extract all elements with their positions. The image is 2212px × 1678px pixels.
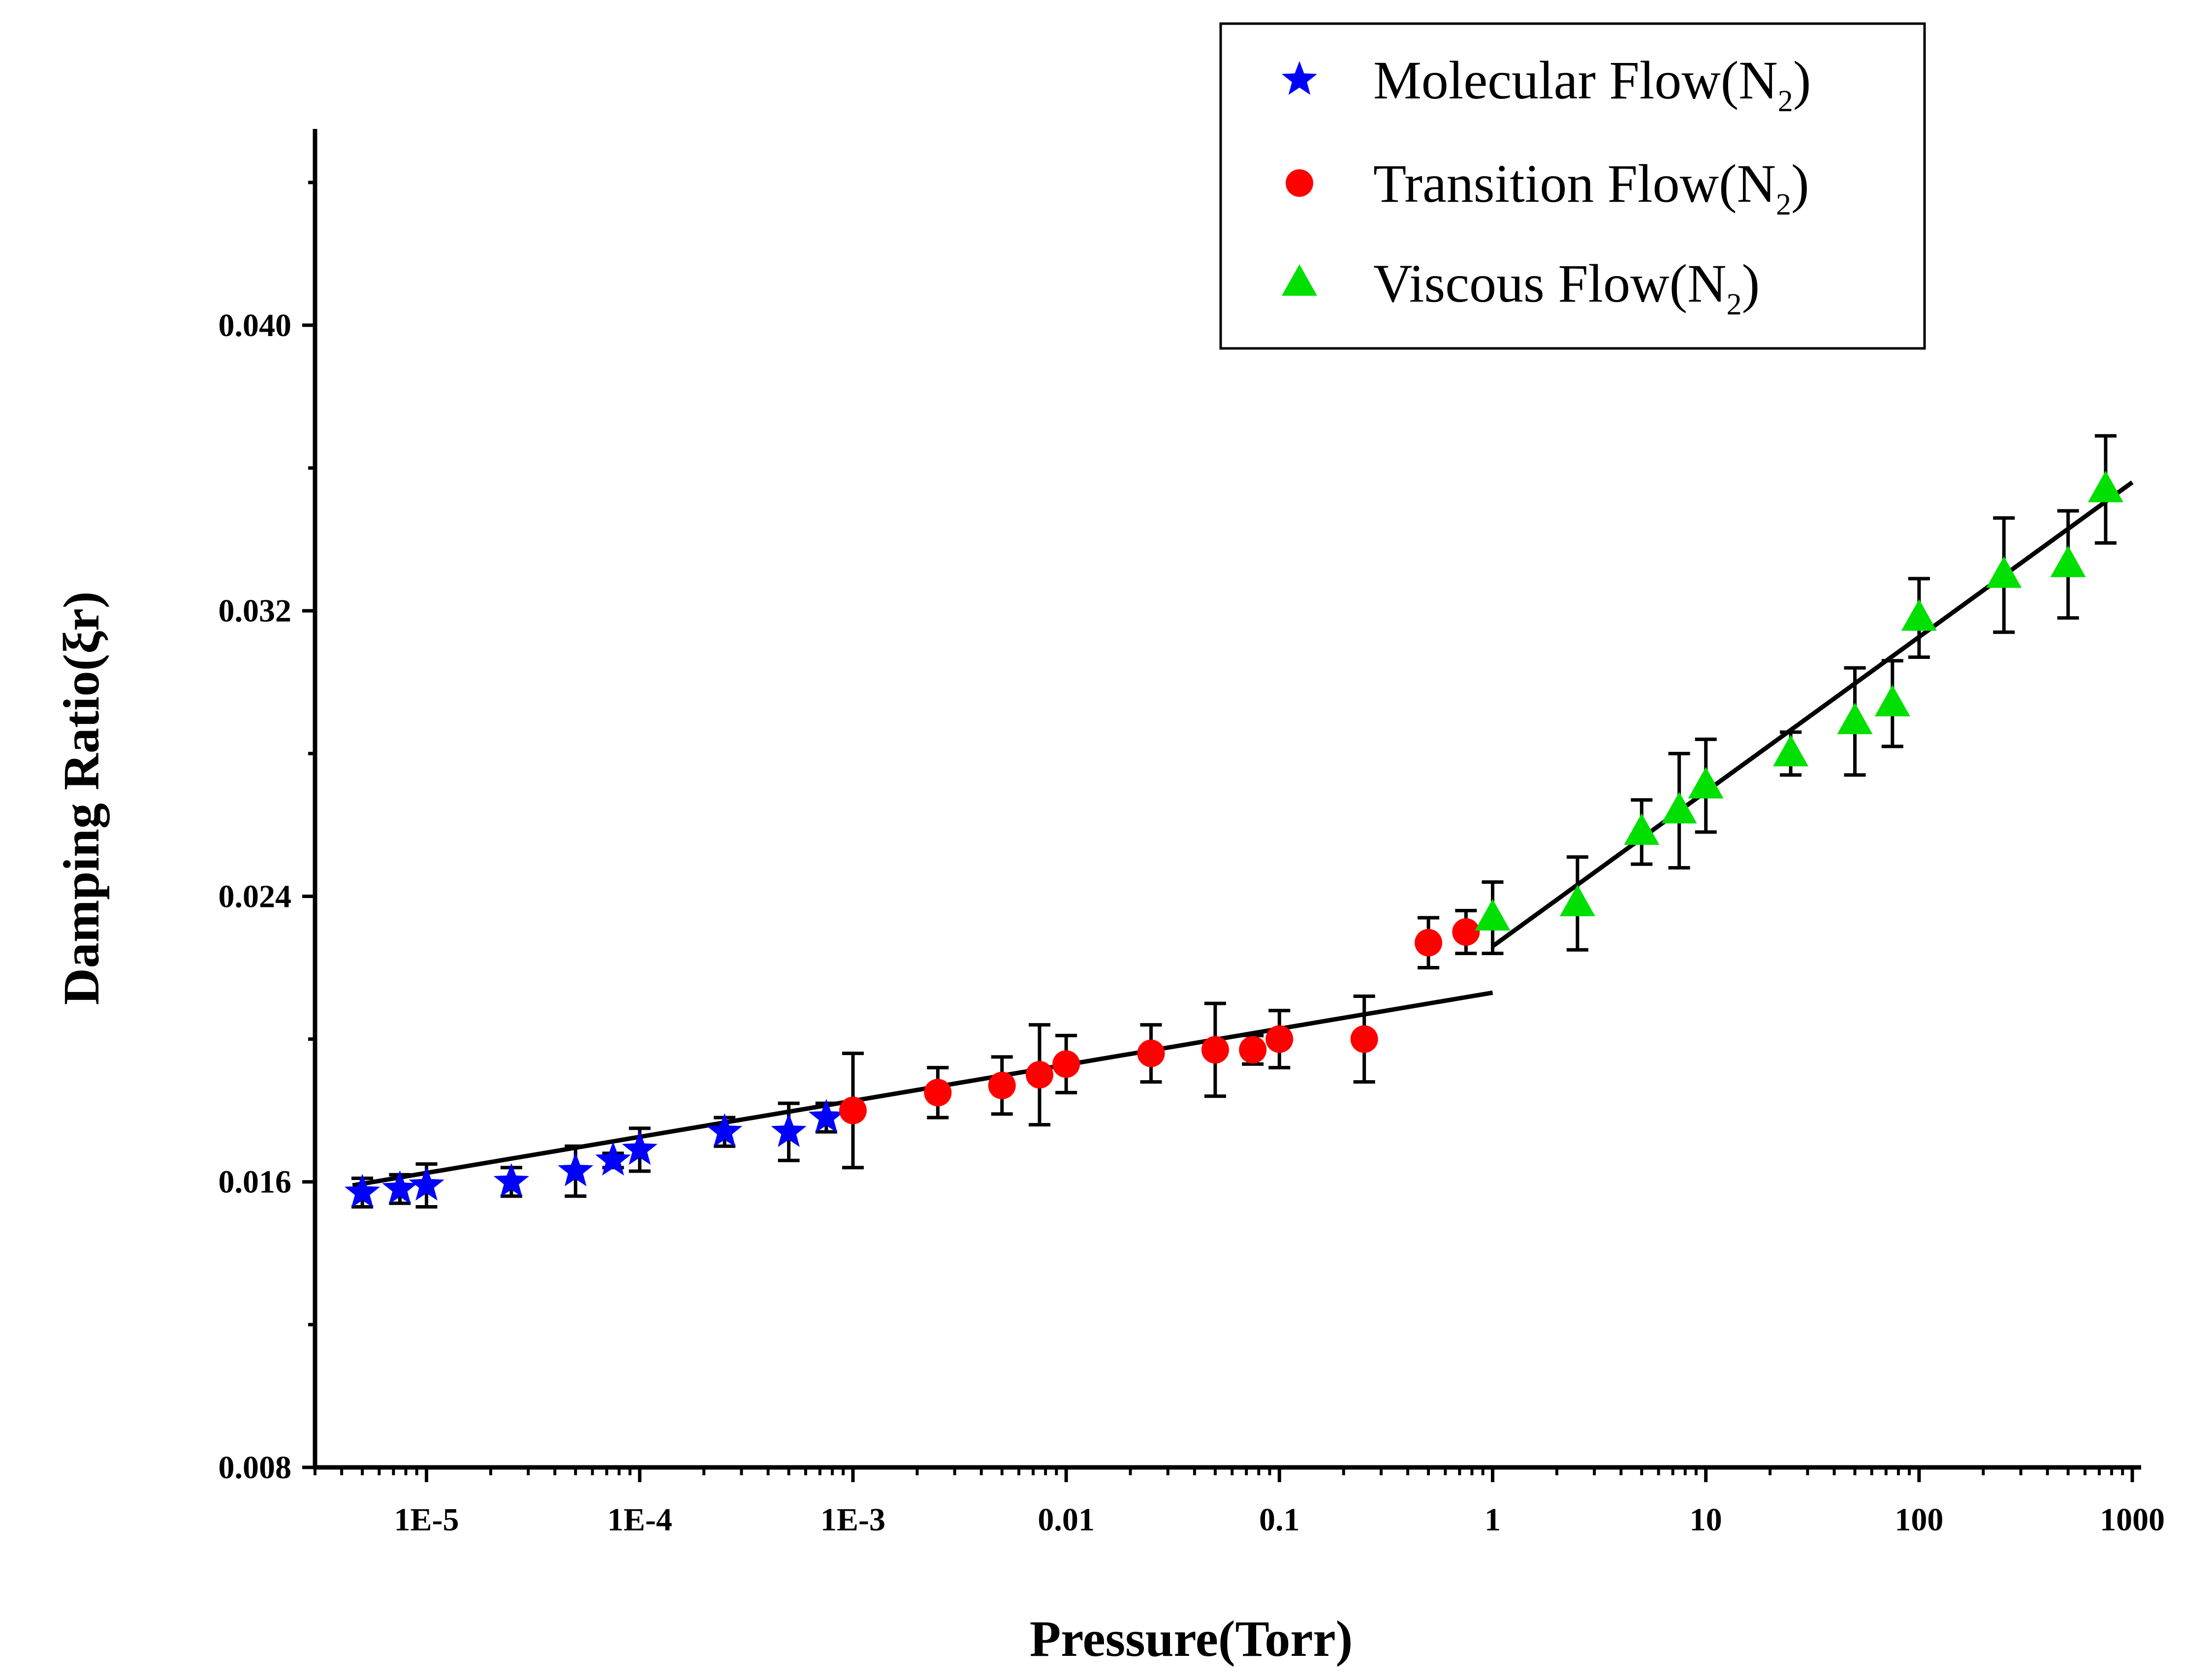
data-point [808,1099,844,1133]
data-point [1239,1036,1267,1064]
legend: Molecular Flow(N2) Transition Flow(N2) Vis… [1219,22,1926,350]
data-point [1837,703,1873,735]
data-point [1350,1025,1378,1053]
legend-label: Molecular Flow(N2) [1373,50,1811,118]
data-point [1986,556,2022,588]
data-point [2050,545,2086,577]
data-point [771,1113,807,1147]
x-tick-label: 1000 [2100,1502,2165,1538]
data-point [382,1170,418,1204]
data-point [1901,599,1937,631]
data-point [493,1163,529,1197]
data-point [706,1113,743,1147]
fit-lines [352,480,2134,1188]
x-tick-label: 10 [1690,1502,1722,1538]
data-point [1475,899,1511,931]
data-point [1624,813,1660,845]
x-tick-label: 1E-3 [821,1502,885,1538]
data-point [924,1079,952,1107]
legend-label: Transition Flow(N2) [1373,154,1809,221]
x-tick-label: 1E-4 [607,1502,672,1538]
data-point [839,1096,867,1124]
legend-marker [1286,169,1313,197]
legend-marker [1281,61,1318,95]
data-point [1415,929,1443,957]
x-axis-title: Pressure(Torr) [1030,1611,1353,1667]
data-point [1688,767,1724,799]
data-point [1773,735,1809,767]
x-ticks: 1E-5 1E-4 1E-3 0.01 0.1 1 10 100 1000 [314,1467,2165,1538]
data-point [1265,1025,1294,1053]
y-tick-label: 0.024 [219,878,292,914]
y-tick-label: 0.040 [219,308,292,343]
data-point [1661,792,1697,824]
data-point [1137,1039,1165,1067]
data-point [409,1167,444,1201]
error-bars [351,434,2117,1209]
data-point [1025,1061,1053,1089]
fit-high-pressure [1491,480,2134,948]
data-point [1559,884,1595,916]
y-tick-label: 0.032 [219,593,292,629]
x-tick-label: 100 [1895,1502,1943,1538]
legend-items: Molecular Flow(N2) Transition Flow(N2) Vis… [1281,50,1811,321]
legend-box [1219,22,1926,350]
data-point [988,1071,1016,1099]
data-point [345,1174,380,1208]
fit-low-pressure [352,990,1493,1188]
y-axis-title: Damping Ratio(ξr) [53,591,110,1005]
legend-marker [1282,264,1317,296]
data-point [1874,684,1910,716]
data-point [595,1142,631,1176]
data-point [1201,1036,1229,1064]
data-point [1052,1050,1080,1078]
data-point [1452,918,1480,946]
data-point [558,1152,594,1186]
data-point [2087,470,2123,502]
legend-label: Viscous Flow(N2) [1373,253,1760,321]
y-ticks: 0.008 0.016 0.024 0.032 0.040 [219,181,315,1486]
y-tick-label: 0.008 [219,1450,292,1486]
data-point [622,1131,658,1165]
data-points [345,470,2123,1208]
x-tick-label: 0.01 [1038,1502,1095,1538]
x-tick-label: 1E-5 [394,1502,459,1538]
x-tick-label: 1 [1485,1502,1501,1538]
x-tick-label: 0.1 [1259,1502,1300,1538]
y-tick-label: 0.016 [219,1164,292,1200]
